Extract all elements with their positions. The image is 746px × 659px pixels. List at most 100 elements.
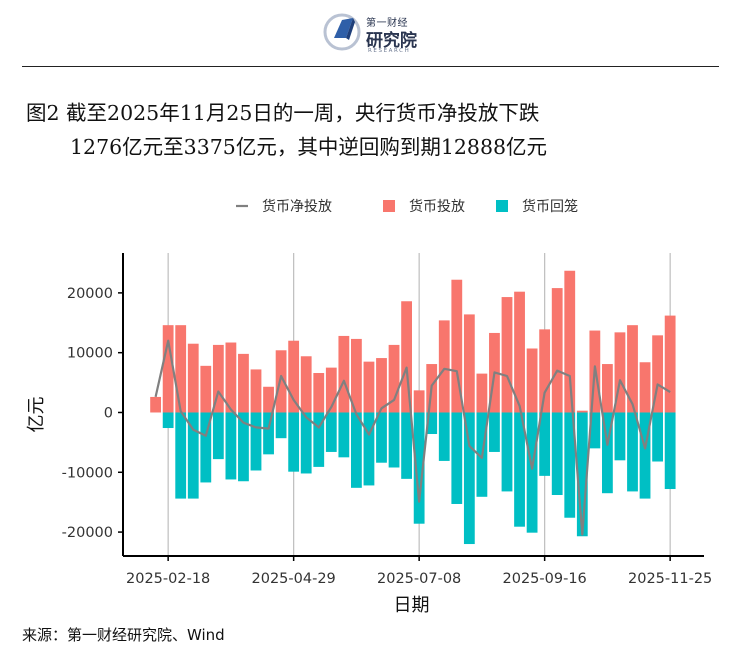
- withdrawal-bar: [576, 412, 588, 537]
- withdrawal-bar: [300, 412, 312, 474]
- withdrawal-bar: [388, 412, 400, 468]
- investment-bar: [212, 344, 224, 413]
- withdrawal-bar: [614, 412, 626, 461]
- withdrawal-bar: [602, 412, 613, 494]
- investment-bar: [639, 362, 651, 413]
- x-tick-label: 2025-11-25: [628, 571, 712, 587]
- chart-net-line: [154, 339, 671, 536]
- withdrawal-bar: [200, 412, 212, 483]
- legend-key-investment: [383, 200, 395, 212]
- withdrawal-bar: [325, 412, 337, 452]
- investment-bar: [263, 386, 274, 413]
- research-logo: 第一财经 研究院 RESEARCH: [322, 8, 432, 58]
- investment-bar: [238, 353, 249, 413]
- withdrawal-bar: [363, 412, 375, 486]
- withdrawal-bar: [451, 412, 463, 504]
- investment-bar: [438, 320, 450, 413]
- withdrawal-bar: [526, 412, 538, 533]
- investment-bar: [526, 348, 538, 413]
- legend-label-withdrawal: 货币回笼: [522, 198, 578, 215]
- investment-bar: [627, 325, 638, 413]
- y-tick-label: 20000: [67, 286, 113, 302]
- investment-bar: [539, 329, 551, 413]
- withdrawal-bar: [501, 412, 513, 492]
- investment-bar: [150, 396, 161, 413]
- y-axis-title: 亿元: [26, 397, 47, 433]
- withdrawal-bar: [187, 412, 199, 499]
- withdrawal-bar: [175, 412, 187, 499]
- withdrawal-bar: [489, 412, 500, 452]
- withdrawal-bar: [639, 412, 651, 499]
- investment-bar: [602, 364, 613, 413]
- figure-title: 图2 截至2025年11月25日的一周，央行货币净投放下跌 1276亿元至337…: [26, 96, 547, 164]
- y-tick-label: -10000: [62, 465, 113, 481]
- x-tick-label: 2025-09-16: [503, 571, 587, 587]
- legend-label-net: 货币净投放: [262, 198, 332, 215]
- y-tick-label: 0: [104, 405, 113, 421]
- investment-bar: [576, 410, 588, 413]
- source-note: 来源：第一财经研究院、Wind: [22, 626, 225, 644]
- logo-main-text: 研究院: [366, 31, 417, 51]
- withdrawal-bar: [463, 412, 475, 545]
- withdrawal-bar: [376, 412, 387, 463]
- investment-bar: [363, 361, 375, 413]
- investment-bar: [225, 342, 237, 413]
- investment-bar: [551, 288, 563, 413]
- withdrawal-bar: [564, 412, 576, 518]
- investment-bar: [413, 390, 425, 413]
- investment-bar: [501, 297, 513, 413]
- investment-bar: [275, 350, 287, 413]
- chart-legend: 货币净投放 货币投放 货币回笼: [236, 198, 578, 215]
- legend-label-investment: 货币投放: [409, 198, 465, 215]
- investment-bar: [401, 301, 412, 413]
- y-tick-label: -20000: [62, 525, 113, 541]
- x-tick-label: 2025-02-18: [126, 571, 210, 587]
- logo-emblem-icon: [323, 13, 361, 51]
- withdrawal-bar: [589, 412, 601, 449]
- withdrawal-bar: [438, 412, 450, 461]
- logo-small-text: 第一财经: [366, 18, 408, 29]
- header-divider: [22, 66, 719, 67]
- investment-bar: [614, 332, 626, 413]
- money-supply-chart: 货币净投放 货币投放 货币回笼 20000 10000 0 -10000 -20000 202…: [26, 198, 712, 616]
- investment-bar: [514, 291, 525, 413]
- withdrawal-bar: [351, 412, 362, 488]
- withdrawal-bar: [664, 412, 676, 490]
- chart-axes: 20000 10000 0 -10000 -20000 2025-02-18 2025-04…: [26, 253, 712, 616]
- investment-bar: [325, 367, 337, 413]
- withdrawal-bar: [627, 412, 638, 492]
- withdrawal-bar: [225, 412, 237, 480]
- withdrawal-bar: [426, 412, 438, 435]
- investment-bar: [300, 356, 312, 413]
- withdrawal-bar: [313, 412, 325, 467]
- chart-bars: [150, 270, 676, 545]
- withdrawal-bar: [401, 412, 412, 479]
- investment-bar: [652, 335, 663, 413]
- withdrawal-bar: [539, 412, 551, 476]
- investment-bar: [200, 365, 212, 413]
- withdrawal-bar: [162, 412, 174, 429]
- investment-bar: [250, 369, 262, 413]
- net-injection-line: [154, 339, 671, 536]
- investment-bar: [451, 279, 463, 413]
- investment-bar: [664, 315, 676, 413]
- withdrawal-bar: [514, 412, 525, 527]
- x-axis-title: 日期: [394, 595, 430, 616]
- withdrawal-bar: [275, 412, 287, 439]
- withdrawal-bar: [338, 412, 350, 458]
- x-tick-label: 2025-07-08: [377, 571, 461, 587]
- title-line-1: 图2 截至2025年11月25日的一周，央行货币净投放下跌: [26, 101, 540, 125]
- legend-key-withdrawal: [496, 200, 508, 212]
- investment-bar: [288, 340, 300, 413]
- x-tick-label: 2025-04-29: [252, 571, 336, 587]
- investment-bar: [351, 338, 362, 413]
- investment-bar: [187, 343, 199, 413]
- withdrawal-bar: [263, 412, 274, 455]
- withdrawal-bar: [288, 412, 300, 472]
- investment-bar: [162, 325, 174, 413]
- logo-sub-text: RESEARCH: [368, 48, 411, 54]
- investment-bar: [463, 314, 475, 413]
- withdrawal-bar: [413, 412, 425, 524]
- investment-bar: [175, 325, 187, 413]
- investment-bar: [388, 344, 400, 413]
